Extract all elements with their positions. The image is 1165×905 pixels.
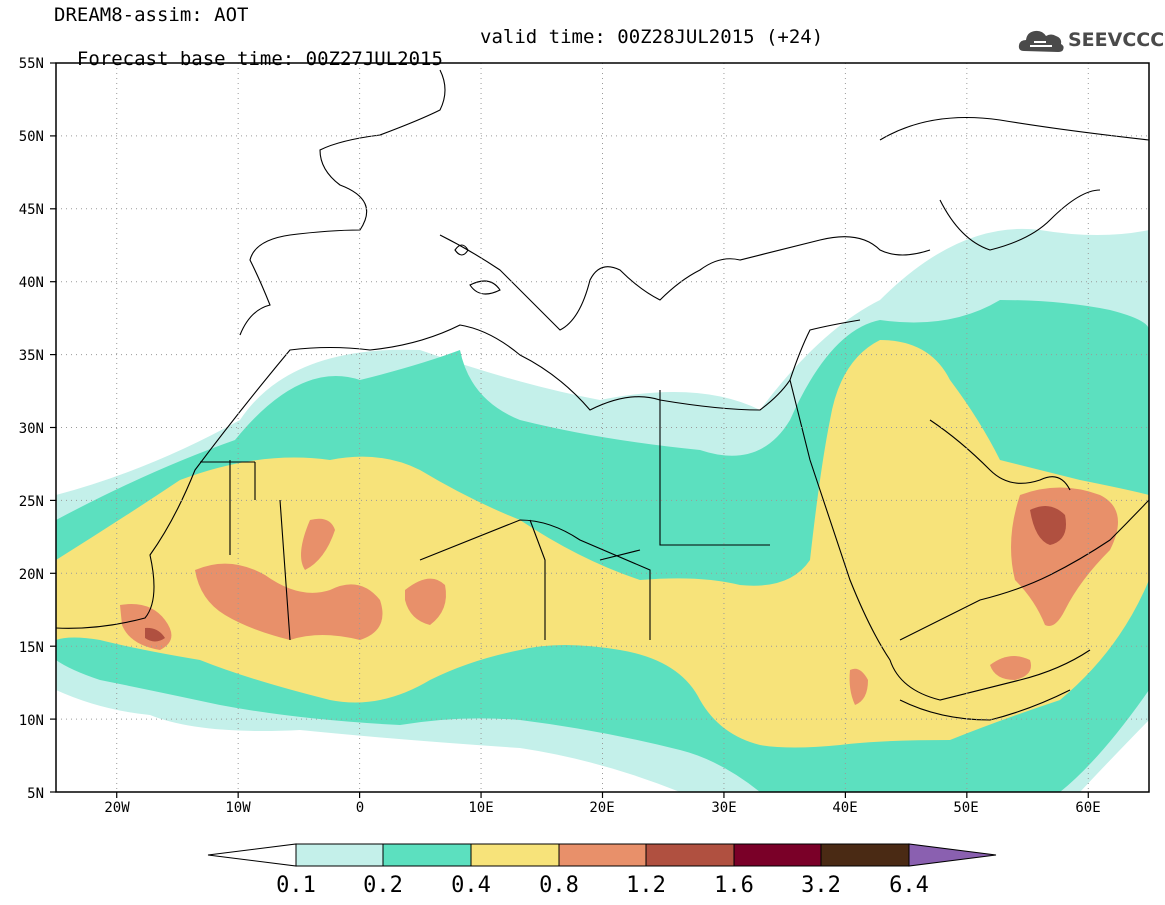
lon-label: 10W [225,800,251,816]
colorbar-label: 0.8 [539,873,579,898]
lat-label: 30N [19,421,44,437]
aot-patch-08-eritrea [849,668,868,705]
map-title: DREAM8-assim: AOT [54,4,249,26]
aot-patch-08-sahara [195,563,383,640]
colorbar-label: 6.4 [889,873,929,898]
lon-label: 60E [1075,800,1100,816]
colorbar-swatch [295,843,384,867]
colorbar-label: 0.2 [363,873,403,898]
lon-label: 10E [468,800,493,816]
aot-patch-12-west [145,627,165,642]
lon-label: 0 [356,800,364,816]
lat-label: 50N [19,129,44,145]
aot-patch-08-niger [301,518,335,570]
lat-label: 35N [19,348,44,364]
aot-patch-08-mali [405,578,446,625]
colorbar-label: 1.6 [714,873,754,898]
logo-text: SEEVCCC [1068,29,1165,51]
colorbar-swatch [733,843,822,867]
aot-band-04 [56,340,1149,748]
colorbar [207,843,997,867]
coastlines [56,69,1149,721]
colorbar-swatch [558,843,647,867]
lon-labels: 20W 10W 0 10E 20E 30E 40E 50E 60E [104,800,1100,816]
graticule [56,63,1149,792]
colorbar-swatch [382,843,472,867]
base-time: Forecast base time: 00Z27JUL2015 [76,48,443,70]
colorbar-swatch [645,843,735,867]
colorbar-label: 0.1 [276,873,316,898]
seevccc-logo: SEEVCCC [1016,24,1164,58]
lat-labels: 55N 50N 45N 40N 35N 30N 25N 20N 15N 10N … [19,56,44,802]
aot-field [56,228,1149,792]
colorbar-under-arrow [207,843,297,867]
valid-time: valid time: 00Z28JUL2015 (+24) [480,26,824,48]
lat-label: 40N [19,275,44,291]
colorbar-swatch [470,843,560,867]
lat-label: 55N [19,56,44,72]
lon-label: 50E [953,800,978,816]
lon-label: 20E [589,800,614,816]
lat-label: 20N [19,567,44,583]
lon-label: 20W [104,800,130,816]
cloud-icon [1018,30,1064,52]
aot-patch-12 [1030,506,1066,545]
axis-ticks [50,62,1089,798]
colorbar-label: 1.2 [626,873,666,898]
time-info: Forecast base time: 00Z27JUL2015 valid t… [54,26,823,92]
colorbar-label: 0.4 [451,873,491,898]
colorbar-over-arrow [908,843,997,867]
colorbar-label: 3.2 [801,873,841,898]
lat-label: 45N [19,202,44,218]
colorbar-labels: 0.1 0.2 0.4 0.8 1.2 1.6 3.2 6.4 [276,873,929,898]
lat-label: 25N [19,494,44,510]
lat-label: 5N [27,786,44,802]
lat-label: 10N [19,713,44,729]
colorbar-swatch [820,843,910,867]
lon-label: 40E [832,800,857,816]
aot-patch-08-yemen [990,656,1031,680]
lon-label: 30E [711,800,736,816]
lat-label: 15N [19,640,44,656]
